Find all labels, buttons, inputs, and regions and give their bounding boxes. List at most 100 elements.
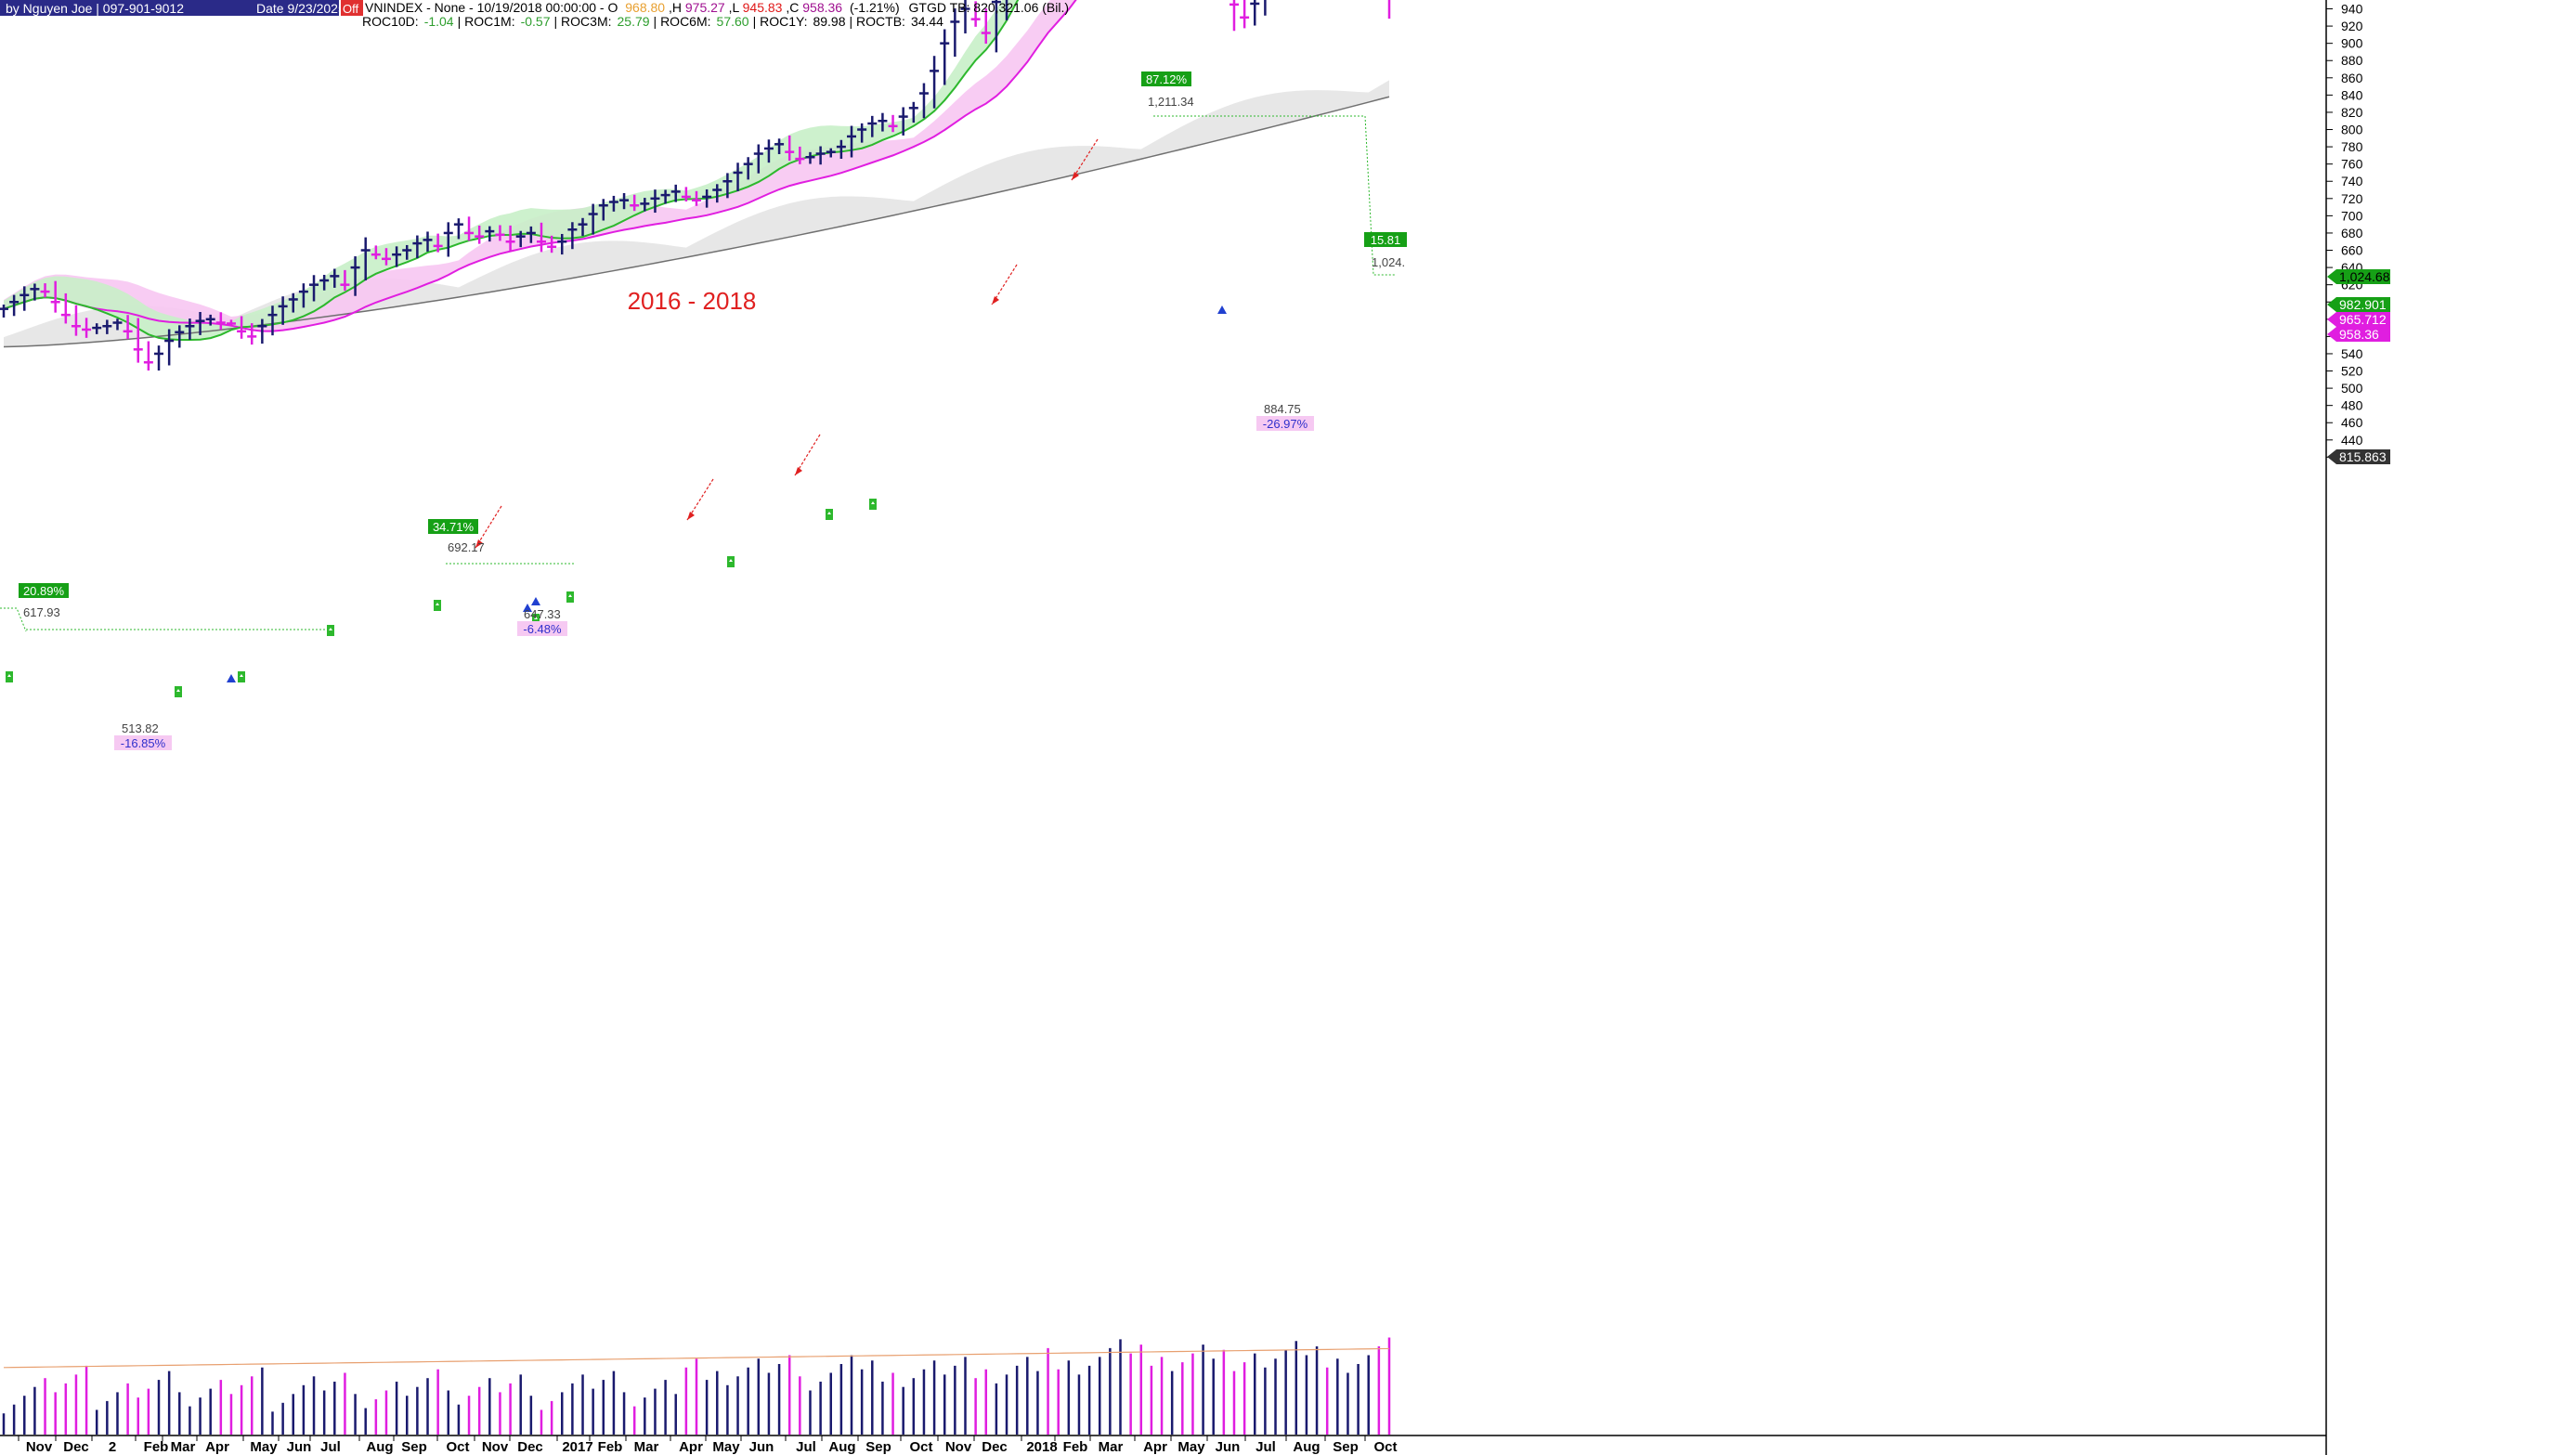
x-tick-label: Mar xyxy=(634,1439,659,1455)
x-tick-label: Dec xyxy=(982,1439,1008,1455)
buy-signal-glyph xyxy=(176,689,180,692)
swing-pct-label: 15.81 xyxy=(1371,233,1401,247)
close-label: ,C xyxy=(786,0,799,15)
x-tick-label: Aug xyxy=(1293,1439,1320,1455)
swing-pct-label: 20.89% xyxy=(23,584,65,598)
off-toggle-label: Off xyxy=(343,2,358,16)
arrow-line xyxy=(1071,138,1099,181)
low-value: 945.83 xyxy=(743,0,783,15)
volume-ma-line xyxy=(3,1347,1390,1369)
x-tick-label: Apr xyxy=(205,1439,229,1455)
x-tick-label: Oct xyxy=(909,1439,932,1455)
x-tick-label: Mar xyxy=(1099,1439,1124,1455)
high-value: 975.27 xyxy=(685,0,725,15)
swing-pct-badge xyxy=(19,583,69,598)
x-tick-label: May xyxy=(712,1439,740,1455)
y-tick-label: 740 xyxy=(2341,174,2363,188)
buy-signal-glyph xyxy=(7,674,11,677)
x-tick-label: Nov xyxy=(26,1439,53,1455)
roc-value: 57.60 xyxy=(717,14,749,29)
x-tick-label: Jul xyxy=(320,1439,341,1455)
x-tick-label: Nov xyxy=(945,1439,972,1455)
x-tick-label: Apr xyxy=(679,1439,703,1455)
swing-price-label: 1,024. xyxy=(1372,255,1405,269)
roc-value: -1.04 xyxy=(424,14,454,29)
level-line xyxy=(0,607,27,632)
y-tick-label: 460 xyxy=(2341,415,2363,430)
arrow-line xyxy=(794,434,821,476)
change-value: (-1.21%) xyxy=(850,0,900,15)
arrow-head xyxy=(1072,172,1079,180)
y-tick-label: 700 xyxy=(2341,208,2363,223)
x-tick-label: Sep xyxy=(865,1439,891,1455)
roc-label: | ROCTB: xyxy=(850,14,905,29)
x-tick-label: May xyxy=(1177,1439,1205,1455)
roc-value: -0.57 xyxy=(521,14,551,29)
x-tick-label: 2017 xyxy=(562,1439,592,1455)
x-tick-label: Aug xyxy=(366,1439,393,1455)
y-tick-label: 800 xyxy=(2341,123,2363,137)
price-bars xyxy=(0,0,1391,371)
x-tick-label: Jul xyxy=(796,1439,816,1455)
x-tick-label: 2 xyxy=(109,1439,116,1455)
price-tag-background xyxy=(2327,297,2390,312)
buy-signal-glyph xyxy=(871,501,875,504)
y-tick-label: 820 xyxy=(2341,105,2363,120)
swing-pct-badge xyxy=(1256,416,1314,431)
roc-label: | ROC6M: xyxy=(654,14,711,29)
x-tick-label: Jul xyxy=(1255,1439,1276,1455)
x-tick-label: Sep xyxy=(1333,1439,1359,1455)
off-toggle[interactable] xyxy=(341,0,363,16)
y-tick-label: 900 xyxy=(2341,36,2363,51)
price-tag-background xyxy=(2327,449,2390,464)
swing-pct-badge xyxy=(114,735,172,750)
buy-signal-glyph xyxy=(436,603,439,605)
swing-pct-badge xyxy=(517,621,567,636)
swing-pct-badge xyxy=(428,519,478,534)
buy-signal-glyph xyxy=(568,594,572,597)
x-axis: Nov Dec 2 Feb Mar Apr May Jun Jul Aug Sep Oct Nov Dec… xyxy=(18,1436,1398,1455)
fast-ma-band xyxy=(4,0,1019,340)
swing-price-label: 617.93 xyxy=(23,605,60,619)
y-tick-label: 540 xyxy=(2341,346,2363,361)
triangle-marker xyxy=(227,674,236,682)
open-value: 968.80 xyxy=(625,0,665,15)
watermark-label: 2016 - 2018 xyxy=(628,287,757,315)
swing-pct-label: 87.12% xyxy=(1146,72,1188,86)
y-tick-label: 500 xyxy=(2341,381,2363,396)
buy-signal-glyph xyxy=(729,559,733,562)
mid-ma-line xyxy=(3,0,1077,332)
roc-value: 89.98 xyxy=(813,14,845,29)
y-tick-label: 780 xyxy=(2341,139,2363,154)
x-tick-label: Oct xyxy=(1373,1439,1397,1455)
price-tag-label: 1,024.68 xyxy=(2339,269,2390,284)
roc-label: | ROC1Y: xyxy=(753,14,808,29)
swing-price-label: 513.82 xyxy=(122,721,159,735)
signal-markers xyxy=(6,305,1227,697)
arrow-head xyxy=(992,296,999,305)
symbol-prefix: VNINDEX - None - 10/19/2018 00:00:00 - O xyxy=(365,0,618,15)
y-axis-background xyxy=(2326,0,2576,1455)
x-tick-label: May xyxy=(250,1439,278,1455)
triangle-marker xyxy=(523,604,532,612)
gtgd-value: GTGD TB: 820,321.06 (Bil.) xyxy=(909,0,1069,15)
roc-line: ROC10D: -1.04 | ROC1M: -0.57 | ROC3M: 25.79 | … xyxy=(362,14,943,29)
x-tick-label: Aug xyxy=(828,1439,855,1455)
author-label: by Nguyen Joe | 097-901-9012 xyxy=(6,1,184,16)
swing-price-label: 884.75 xyxy=(1264,402,1301,416)
x-tick-label: Feb xyxy=(1063,1439,1088,1455)
swing-price-label: 647.33 xyxy=(524,607,561,621)
price-tag-background xyxy=(2327,312,2390,327)
price-tag-label: 958.36 xyxy=(2339,327,2379,342)
arrow-head xyxy=(687,512,695,520)
y-tick-label: 760 xyxy=(2341,157,2363,172)
y-tick-label: 940 xyxy=(2341,2,2363,17)
swing-pct-label: -26.97% xyxy=(1263,417,1308,431)
x-tick-label: Dec xyxy=(63,1439,89,1455)
x-tick-label: Feb xyxy=(598,1439,623,1455)
triangle-marker xyxy=(531,597,540,605)
low-label: ,L xyxy=(729,0,740,15)
x-tick-label: 2018 xyxy=(1026,1439,1057,1455)
